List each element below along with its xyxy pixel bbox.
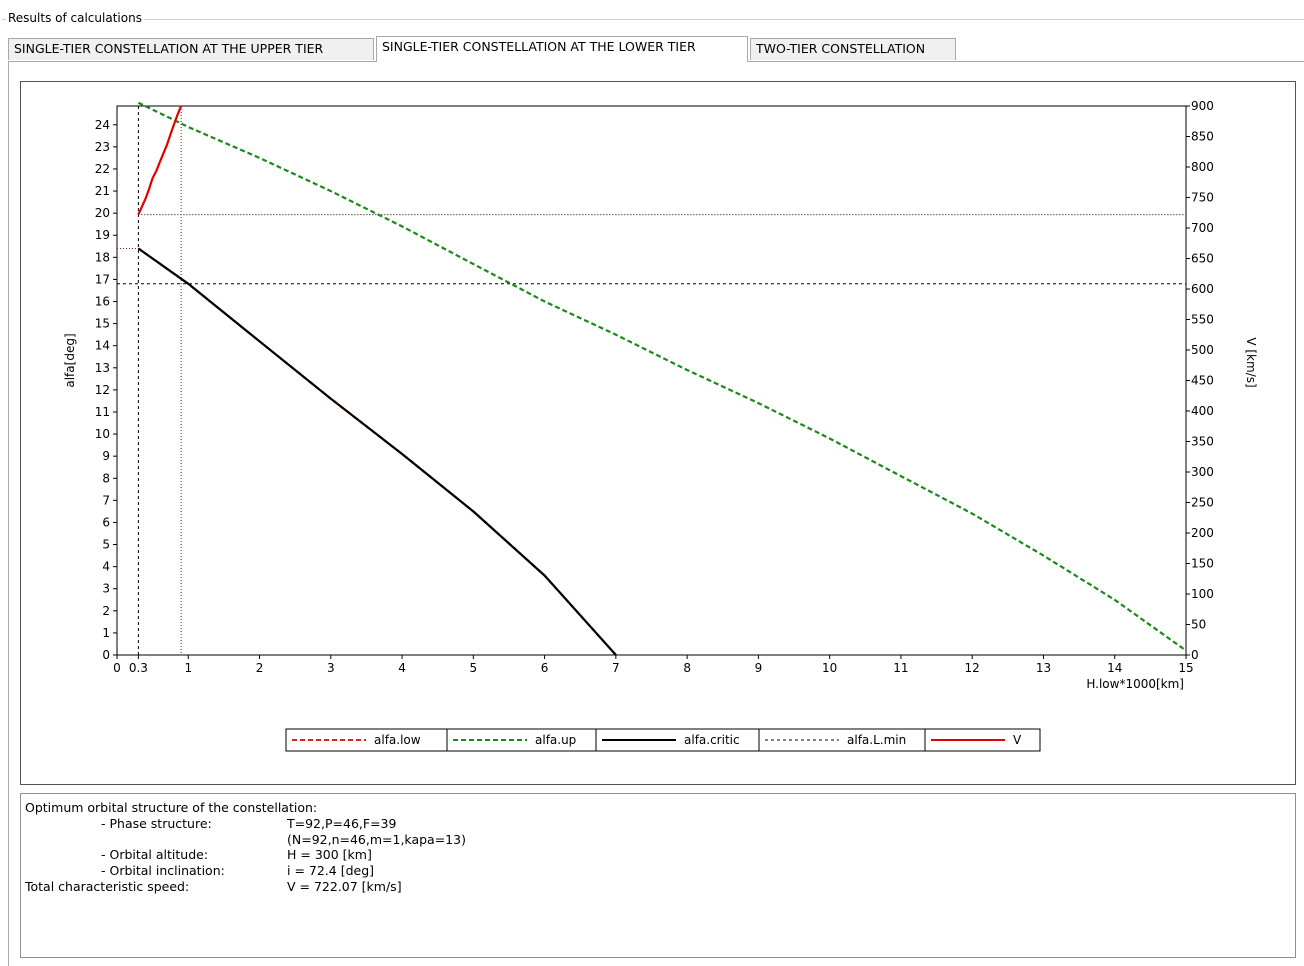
y2-axis-label: V [km/s] xyxy=(1244,337,1258,387)
y-tick-label: 21 xyxy=(95,184,110,198)
y2-tick-label: 700 xyxy=(1191,221,1214,235)
y-tick-label: 12 xyxy=(95,383,110,397)
series-layer xyxy=(117,101,1187,656)
info-value-phase-detail: (N=92,n=46,m=1,kapa=13) xyxy=(287,831,466,847)
y2-tick-label: 500 xyxy=(1191,343,1214,357)
y-tick-label: 10 xyxy=(95,427,110,441)
group-title: Results of calculations xyxy=(6,11,144,25)
x-tick-label: 13 xyxy=(1036,661,1051,675)
legend-label: alfa.up xyxy=(535,733,576,747)
y-tick-label: 11 xyxy=(95,405,110,419)
legend-label: V xyxy=(1013,733,1022,747)
y-tick-label: 24 xyxy=(95,118,110,132)
y-tick-label: 15 xyxy=(95,317,110,331)
y-tick-label: 14 xyxy=(95,339,110,353)
y2-tick-label: 550 xyxy=(1191,313,1214,327)
plot-frame xyxy=(116,105,1187,656)
chart-container: 0 0.3 1 2 3 4 5 6 7 8 9 10 11 12 13 14 15 0 1 2 3 4 5 6 7 8 9 10 11… xyxy=(20,81,1296,785)
x-tick-label: 7 xyxy=(612,661,620,675)
info-label-inclination: - Orbital inclination: xyxy=(101,863,225,879)
info-label-altitude: - Orbital altitude: xyxy=(101,847,209,863)
x-tick-label: 8 xyxy=(683,661,691,675)
plot-area xyxy=(116,105,1187,656)
y-tick-label: 1 xyxy=(102,626,110,640)
y2-tick-label: 450 xyxy=(1191,374,1214,388)
y-tick-label: 16 xyxy=(95,295,110,309)
reference-lines xyxy=(117,106,1186,655)
y2-tick-label: 200 xyxy=(1191,526,1214,540)
y2-tick-label: 0 xyxy=(1191,648,1199,662)
x-tick-label: 10 xyxy=(822,661,837,675)
y-tick-label: 22 xyxy=(95,162,110,176)
x-tick-label: 9 xyxy=(755,661,763,675)
result-info-panel: Optimum orbital structure of the constel… xyxy=(20,793,1296,958)
y2-tick-label: 600 xyxy=(1191,282,1214,296)
x-tick-label: 5 xyxy=(470,661,478,675)
group-border xyxy=(2,19,1304,20)
series-line-alfa-low xyxy=(137,247,617,656)
legend-label: alfa.L.min xyxy=(847,733,906,747)
series-line-alfa-critic xyxy=(137,247,617,656)
x-tick-label: 0.3 xyxy=(129,661,148,675)
y2-tick-label: 900 xyxy=(1191,99,1214,113)
x-tick-label: 2 xyxy=(256,661,264,675)
x-tick-label: 3 xyxy=(327,661,335,675)
x-axis-label: H.low*1000[km] xyxy=(1086,677,1184,691)
info-value-inclination: i = 72.4 [deg] xyxy=(287,863,375,879)
legend-label: alfa.low xyxy=(374,733,421,747)
chart-svg: 0 0.3 1 2 3 4 5 6 7 8 9 10 11 12 13 14 15 01234567891011… xyxy=(63,99,1258,752)
y2-tick-label: 650 xyxy=(1191,252,1214,266)
tab-lower-tier[interactable]: SINGLE-TIER CONSTELLATION AT THE LOWER T… xyxy=(376,36,748,62)
y-tick-label: 17 xyxy=(95,272,110,286)
x-tick-label: 14 xyxy=(1107,661,1122,675)
info-heading: Optimum orbital structure of the constel… xyxy=(25,800,318,815)
tab-two-tier[interactable]: TWO-TIER CONSTELLATION xyxy=(750,38,956,60)
y-tick-label: 6 xyxy=(102,515,110,529)
y2-tick-label: 350 xyxy=(1191,435,1214,449)
y-tick-label: 8 xyxy=(102,471,110,485)
y-tick-label: 9 xyxy=(102,449,110,463)
y-tick-label: 7 xyxy=(102,493,110,507)
y-tick-label: 4 xyxy=(102,560,110,574)
y-tick-label: 3 xyxy=(102,582,110,596)
info-value-phase: T=92,P=46,F=39 xyxy=(287,815,397,831)
y2-tick-label: 400 xyxy=(1191,404,1214,418)
y2-tick-label: 50 xyxy=(1191,618,1206,632)
info-value-altitude: H = 300 [km] xyxy=(287,847,372,863)
tab-upper-tier[interactable]: SINGLE-TIER CONSTELLATION AT THE UPPER T… xyxy=(8,38,374,60)
info-label-phase: - Phase structure: xyxy=(101,815,212,831)
x-axis-ticks: 0 0.3 1 2 3 4 5 6 7 8 9 10 11 12 13 14 15 xyxy=(113,655,1194,675)
x-tick-label: 15 xyxy=(1178,661,1193,675)
y-axis-label: alfa[deg] xyxy=(63,333,77,387)
x-tick-label: 1 xyxy=(184,661,192,675)
x-tick-label: 11 xyxy=(893,661,908,675)
y2-tick-label: 800 xyxy=(1191,160,1214,174)
legend: alfa.low alfa.up alfa.critic alfa.L.min V xyxy=(285,728,1041,752)
x-tick-label: 0 xyxy=(113,661,121,675)
y2-tick-label: 250 xyxy=(1191,496,1214,510)
y-tick-label: 20 xyxy=(95,206,110,220)
info-value-speed: V = 722.07 [km/s] xyxy=(287,878,402,894)
x-tick-label: 12 xyxy=(965,661,980,675)
info-label-speed: Total characteristic speed: xyxy=(25,878,190,894)
y-tick-label: 2 xyxy=(102,604,110,618)
y2-tick-label: 750 xyxy=(1191,191,1214,205)
y-tick-label: 13 xyxy=(95,361,110,375)
y-tick-label: 0 xyxy=(102,648,110,662)
series-line-v xyxy=(137,105,183,216)
y2-axis-ticks: 0 50 100 150 200 250 300 350 400 450 500 550 600 650 7… xyxy=(1186,99,1214,662)
x-tick-label: 6 xyxy=(541,661,549,675)
y2-tick-label: 850 xyxy=(1191,130,1214,144)
series-line-alfa-up xyxy=(137,101,1187,652)
y2-tick-label: 150 xyxy=(1191,557,1214,571)
y2-tick-label: 100 xyxy=(1191,587,1214,601)
y-tick-label: 23 xyxy=(95,140,110,154)
x-tick-label: 4 xyxy=(398,661,406,675)
y-tick-label: 18 xyxy=(95,250,110,264)
legend-label: alfa.critic xyxy=(684,733,740,747)
y2-tick-label: 300 xyxy=(1191,465,1214,479)
y-tick-label: 5 xyxy=(102,538,110,552)
y-tick-label: 19 xyxy=(95,228,110,242)
